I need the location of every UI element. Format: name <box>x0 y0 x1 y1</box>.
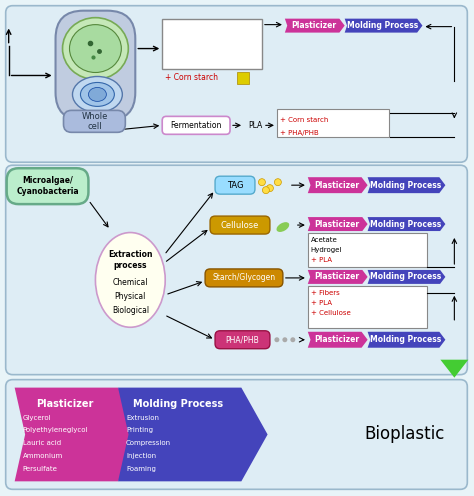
Polygon shape <box>368 217 446 231</box>
Text: + Fibers: + Fibers <box>311 290 339 296</box>
Polygon shape <box>308 217 368 231</box>
FancyBboxPatch shape <box>215 176 255 194</box>
Text: Extraction
process: Extraction process <box>108 250 153 270</box>
Ellipse shape <box>291 337 295 342</box>
Ellipse shape <box>276 222 289 232</box>
Text: Polyethyleneglycol: Polyethyleneglycol <box>23 428 88 434</box>
Text: Lauric acid: Lauric acid <box>23 440 61 446</box>
FancyBboxPatch shape <box>205 269 283 287</box>
Text: TAG: TAG <box>227 181 243 189</box>
Text: Injection: Injection <box>126 453 156 459</box>
Ellipse shape <box>63 18 128 79</box>
Ellipse shape <box>274 179 282 186</box>
Text: Plasticizer: Plasticizer <box>314 181 359 189</box>
Ellipse shape <box>70 25 121 72</box>
Ellipse shape <box>263 186 269 193</box>
Text: Printing: Printing <box>126 428 153 434</box>
Text: Biological: Biological <box>112 307 149 315</box>
FancyBboxPatch shape <box>64 111 125 132</box>
FancyBboxPatch shape <box>7 168 89 204</box>
Polygon shape <box>308 177 368 193</box>
Text: Persulfate: Persulfate <box>23 466 57 472</box>
Polygon shape <box>308 270 368 284</box>
Ellipse shape <box>73 76 122 113</box>
Text: + Corn starch: + Corn starch <box>280 118 328 124</box>
Text: Plasticizer: Plasticizer <box>314 272 359 281</box>
Polygon shape <box>368 177 446 193</box>
Text: Chemical: Chemical <box>112 278 148 287</box>
FancyBboxPatch shape <box>162 117 230 134</box>
Text: Whole
cell: Whole cell <box>81 112 108 131</box>
Text: + PLA: + PLA <box>311 257 332 263</box>
Text: + PLA: + PLA <box>311 300 332 306</box>
Ellipse shape <box>258 179 265 186</box>
Ellipse shape <box>274 337 279 342</box>
Polygon shape <box>15 387 144 481</box>
Ellipse shape <box>95 233 165 327</box>
Polygon shape <box>285 19 345 33</box>
Text: Microalgae/
Cyanobacteria: Microalgae/ Cyanobacteria <box>16 176 79 196</box>
Ellipse shape <box>89 87 106 101</box>
Text: Plasticizer: Plasticizer <box>36 399 93 409</box>
Bar <box>277 110 389 137</box>
Text: + PHA/PHB: + PHA/PHB <box>280 130 319 136</box>
Ellipse shape <box>283 337 287 342</box>
Text: Extrusion: Extrusion <box>126 415 159 421</box>
Polygon shape <box>368 270 446 284</box>
Text: Molding Process: Molding Process <box>370 335 441 344</box>
Text: Glycerol: Glycerol <box>23 415 51 421</box>
Text: Molding Process: Molding Process <box>370 220 441 229</box>
Text: Plasticizer: Plasticizer <box>291 21 336 30</box>
Text: Acetate: Acetate <box>311 237 337 243</box>
FancyBboxPatch shape <box>55 11 135 121</box>
Text: Physical: Physical <box>115 292 146 302</box>
Text: PLA: PLA <box>248 121 262 130</box>
FancyBboxPatch shape <box>210 216 270 234</box>
Text: Ammonium: Ammonium <box>23 453 63 459</box>
Bar <box>162 19 262 68</box>
Text: Plasticizer: Plasticizer <box>314 220 359 229</box>
Bar <box>237 72 249 84</box>
Text: Molding Process: Molding Process <box>347 21 418 30</box>
Text: Foaming: Foaming <box>126 466 156 472</box>
Text: Hydrogel: Hydrogel <box>311 247 342 253</box>
Bar <box>308 286 428 328</box>
Text: + Cellulose: + Cellulose <box>311 310 351 316</box>
Text: PHA/PHB: PHA/PHB <box>225 335 259 344</box>
FancyBboxPatch shape <box>6 379 467 490</box>
Polygon shape <box>368 332 446 348</box>
Polygon shape <box>118 387 268 481</box>
Text: Molding Process: Molding Process <box>370 272 441 281</box>
FancyBboxPatch shape <box>6 165 467 374</box>
Polygon shape <box>345 19 422 33</box>
Text: + Corn starch: + Corn starch <box>165 73 218 82</box>
Polygon shape <box>308 332 368 348</box>
Text: Molding Process: Molding Process <box>370 181 441 189</box>
Text: Plasticizer: Plasticizer <box>314 335 359 344</box>
Text: Fermentation: Fermentation <box>171 121 222 130</box>
Bar <box>308 233 428 267</box>
Ellipse shape <box>81 82 114 107</box>
Text: Compression: Compression <box>126 440 171 446</box>
Ellipse shape <box>266 185 273 191</box>
Text: Cellulose: Cellulose <box>221 221 259 230</box>
Text: Molding Process: Molding Process <box>133 399 223 409</box>
FancyBboxPatch shape <box>6 5 467 162</box>
Polygon shape <box>440 360 468 377</box>
Text: Starch/Glycogen: Starch/Glycogen <box>212 273 275 282</box>
Text: Bioplastic: Bioplastic <box>365 426 445 443</box>
FancyBboxPatch shape <box>215 331 270 349</box>
